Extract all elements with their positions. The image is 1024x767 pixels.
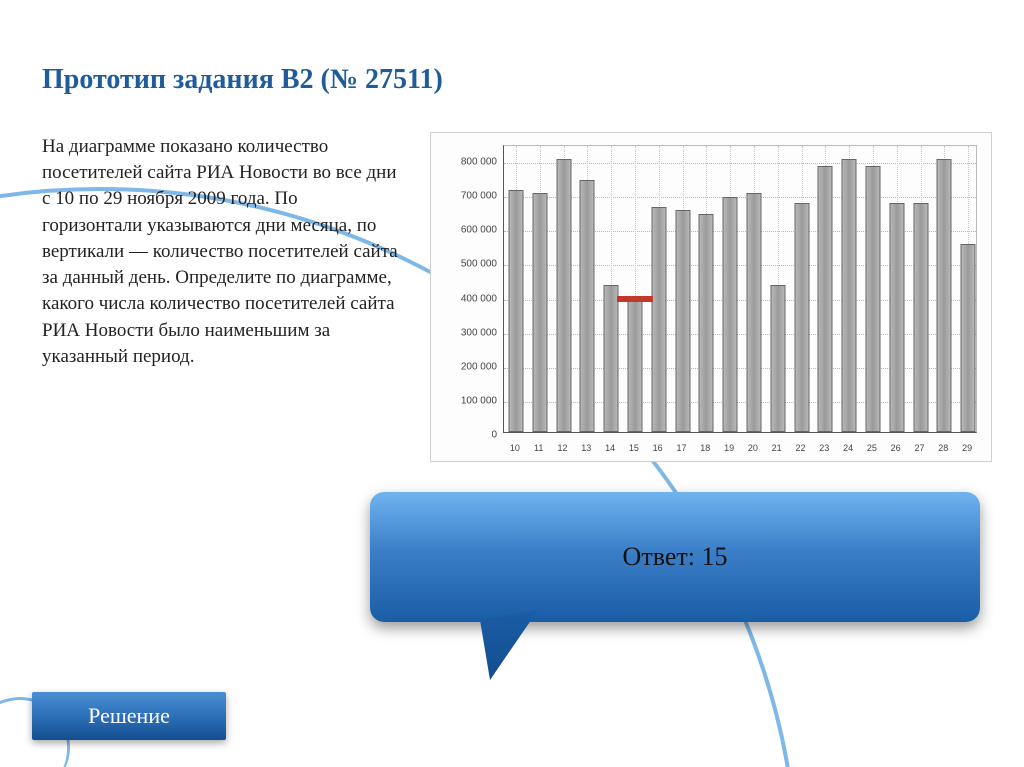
chart-xtick-label: 28 xyxy=(938,443,948,453)
chart-gridline-h xyxy=(504,197,976,198)
chart-xtick-label: 25 xyxy=(867,443,877,453)
chart-bar xyxy=(699,214,714,432)
chart-bar xyxy=(746,193,761,432)
chart-bar xyxy=(627,299,642,432)
chart-plot-area xyxy=(503,145,977,433)
chart-xtick-label: 27 xyxy=(914,443,924,453)
chart-ytick-label: 300 000 xyxy=(461,327,497,338)
chart-bar xyxy=(818,166,833,432)
chart-bar xyxy=(651,207,666,432)
chart-ytick-label: 100 000 xyxy=(461,395,497,406)
page-title: Прототип задания B2 (№ 27511) xyxy=(42,64,443,96)
answer-callout: Ответ: 15 xyxy=(370,492,980,622)
chart-xtick-label: 20 xyxy=(748,443,758,453)
visitor-chart: 0 100 000 200 000 300 000 400 000 500 000 600 … xyxy=(430,132,992,462)
chart-bar xyxy=(842,159,857,432)
chart-bar xyxy=(770,285,785,432)
chart-xtick-label: 17 xyxy=(676,443,686,453)
chart-ytick-label: 500 000 xyxy=(461,259,497,270)
answer-text: Ответ: 15 xyxy=(623,542,728,572)
chart-xtick-label: 13 xyxy=(581,443,591,453)
chart-bar xyxy=(532,193,547,432)
chart-bar xyxy=(865,166,880,432)
chart-bar xyxy=(508,190,523,432)
chart-answer-marker xyxy=(617,296,653,302)
chart-xtick-label: 14 xyxy=(605,443,615,453)
chart-ytick-label: 600 000 xyxy=(461,225,497,236)
task-description: На диаграмме показано количество посетит… xyxy=(42,134,402,370)
chart-xtick-label: 26 xyxy=(891,443,901,453)
chart-xtick-label: 24 xyxy=(843,443,853,453)
chart-bar xyxy=(580,180,595,432)
chart-xtick-label: 22 xyxy=(795,443,805,453)
chart-bar xyxy=(937,159,952,432)
chart-xtick-label: 29 xyxy=(962,443,972,453)
chart-bar xyxy=(961,244,976,432)
chart-ytick-label: 200 000 xyxy=(461,361,497,372)
chart-bar xyxy=(889,203,904,432)
chart-ytick-label: 400 000 xyxy=(461,293,497,304)
chart-gridline-h xyxy=(504,334,976,335)
chart-bar xyxy=(913,203,928,432)
solution-button[interactable]: Решение xyxy=(32,692,226,740)
chart-gridline-h xyxy=(504,163,976,164)
chart-gridline-h xyxy=(504,300,976,301)
chart-bar xyxy=(556,159,571,432)
chart-xtick-label: 10 xyxy=(510,443,520,453)
chart-gridline-h xyxy=(504,402,976,403)
chart-xtick-label: 21 xyxy=(772,443,782,453)
chart-gridline-h xyxy=(504,265,976,266)
chart-xtick-label: 19 xyxy=(724,443,734,453)
chart-xtick-label: 18 xyxy=(700,443,710,453)
chart-xtick-label: 16 xyxy=(653,443,663,453)
chart-xtick-label: 11 xyxy=(534,443,543,453)
chart-gridline-h xyxy=(504,368,976,369)
chart-ytick-label: 700 000 xyxy=(461,191,497,202)
chart-bar xyxy=(675,210,690,432)
chart-ytick-label: 800 000 xyxy=(461,157,497,168)
chart-ytick-label: 0 xyxy=(491,430,497,441)
solution-button-label: Решение xyxy=(88,703,170,729)
chart-gridline-h xyxy=(504,231,976,232)
chart-xtick-label: 23 xyxy=(819,443,829,453)
chart-bar xyxy=(723,197,738,432)
chart-bar xyxy=(604,285,619,432)
chart-xtick-label: 15 xyxy=(629,443,639,453)
chart-bar xyxy=(794,203,809,432)
chart-xtick-label: 12 xyxy=(557,443,567,453)
